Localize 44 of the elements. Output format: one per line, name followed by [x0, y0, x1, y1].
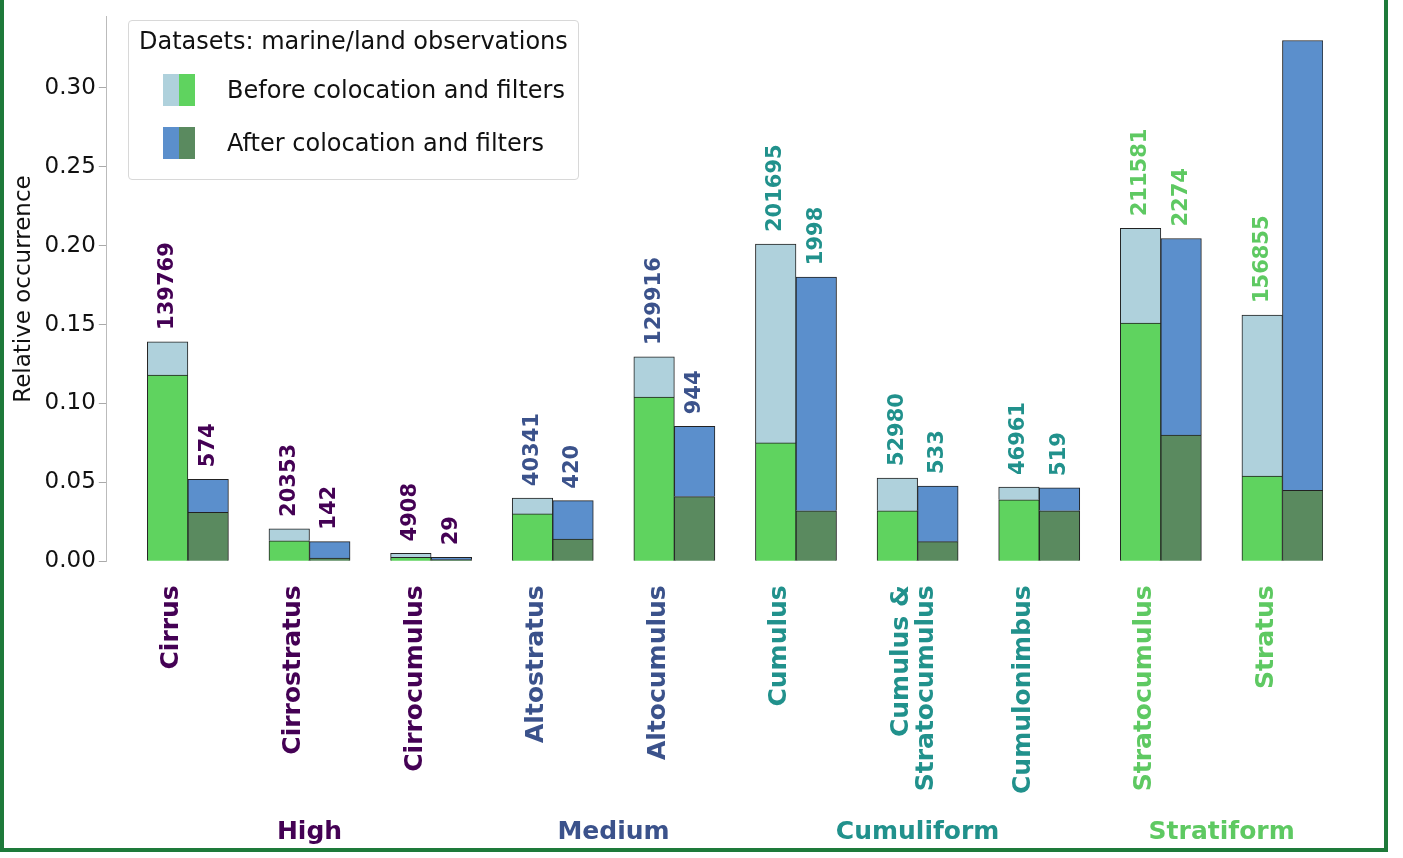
y-tick-label: 0.30 [44, 72, 96, 99]
annotation: 129916 [640, 257, 665, 345]
x-tick-label: Cirrostratus [277, 585, 307, 755]
y-tick-label: 0.05 [44, 467, 96, 494]
text: Medium [557, 815, 670, 845]
legend-label: After colocation and filters [227, 128, 545, 157]
annotation: 20353 [275, 443, 300, 517]
annotation: 142 [316, 485, 341, 530]
x-tick-label: Stratus [1249, 585, 1279, 690]
text: High [276, 815, 343, 845]
annotation: 4908 [397, 482, 422, 542]
annotation: 211581 [1127, 128, 1152, 217]
y-tick-label: 0.10 [44, 388, 96, 415]
x-tick-label: Cumulonimbus [1006, 585, 1036, 795]
annotation: 420 [559, 444, 584, 489]
y-tick-label: 0.00 [44, 546, 96, 573]
annotation: 574 [194, 423, 219, 468]
x-tick-label: Stratocumulus [1128, 585, 1158, 792]
x-tick-label: Cirrocumulus [398, 585, 428, 772]
annotation: 533 [924, 430, 949, 474]
x-tick-label: Cirrus [155, 585, 185, 670]
x-tick-label: Cumulus [763, 585, 793, 707]
annotation: 29 [437, 516, 462, 546]
annotation: 2274 [1167, 168, 1192, 227]
y-tick-label: 0.20 [44, 230, 96, 257]
annotation: 944 [681, 370, 706, 415]
annotation: 1998 [802, 206, 827, 266]
annotation: 519 [1045, 432, 1070, 476]
text: Stratiform [1148, 815, 1295, 845]
text: Cumuliform [835, 815, 1000, 845]
annotation: 46961 [1005, 402, 1030, 476]
y-tick-label: 0.15 [44, 309, 96, 336]
x-tick-label: Cumulus & Stratocumulus [885, 585, 940, 792]
x-tick-label: Altocumulus [641, 585, 671, 761]
annotation: 156855 [1248, 215, 1273, 304]
annotation: 201695 [762, 144, 787, 233]
legend-label: Before colocation and filters [227, 75, 565, 104]
x-tick-label: Altostratus [520, 585, 550, 743]
y-tick-label: 0.25 [44, 151, 96, 178]
y-axis-title: Relative occurrence [8, 175, 35, 403]
annotation: 40341 [518, 413, 543, 487]
annotation: 52980 [883, 393, 908, 467]
legend-title: Datasets: marine/land observations [139, 27, 568, 55]
annotation: 139769 [154, 242, 179, 330]
